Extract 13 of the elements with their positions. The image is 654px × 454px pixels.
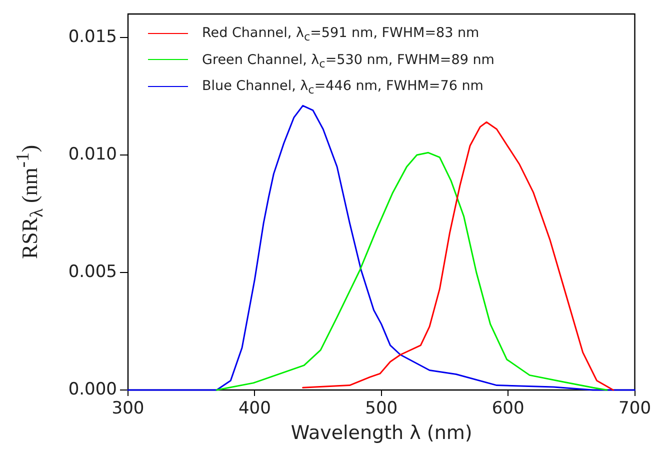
y-tick-label: 0.005 — [68, 262, 117, 282]
legend-label: Red Channel, λ$_{c}$=591 nm, FWHM=83 nm — [202, 25, 480, 44]
x-tick-label: 600 — [492, 398, 524, 419]
legend-label: Green Channel, λ$_{c}$=530 nm, FWHM=89 nm — [202, 52, 494, 70]
x-tick-label: 300 — [112, 398, 144, 419]
x-axis-title: Wavelength λ (nm) — [290, 422, 472, 444]
y-tick-label: 0.010 — [68, 144, 117, 164]
legend-label: Blue Channel, λ$_{c}$=446 nm, FWHM=76 nm — [202, 78, 484, 98]
y-tick-label: 0.015 — [68, 26, 117, 47]
y-tick-label: 0.000 — [68, 379, 117, 400]
x-tick-label: 500 — [365, 398, 398, 419]
x-tick-label: 400 — [238, 398, 271, 419]
x-tick-label: 700 — [618, 398, 652, 419]
